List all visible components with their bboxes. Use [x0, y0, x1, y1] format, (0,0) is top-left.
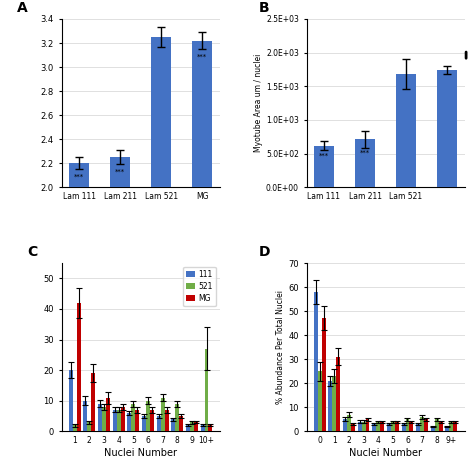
Bar	[171, 419, 175, 431]
Bar	[135, 410, 139, 431]
Bar	[321, 319, 326, 431]
Bar	[314, 292, 318, 431]
Bar	[73, 425, 77, 431]
Text: B: B	[259, 1, 270, 15]
Bar	[355, 139, 375, 187]
Bar	[437, 70, 457, 187]
Bar	[401, 424, 405, 431]
Bar	[454, 422, 457, 431]
Text: ***: ***	[74, 174, 84, 180]
Bar	[186, 425, 190, 431]
Bar	[205, 349, 209, 431]
Bar	[106, 398, 110, 431]
Text: D: D	[259, 245, 271, 259]
Bar	[395, 422, 399, 431]
Bar	[69, 163, 89, 428]
Text: ***: ***	[360, 150, 370, 156]
X-axis label: Nuclei Number: Nuclei Number	[104, 448, 177, 458]
Bar	[117, 410, 121, 431]
Bar	[328, 381, 332, 431]
Bar	[365, 419, 370, 431]
Bar	[449, 422, 454, 431]
Bar	[318, 371, 321, 431]
Text: ***: ***	[115, 169, 125, 175]
Bar	[91, 373, 95, 431]
Bar	[431, 427, 435, 431]
Bar	[83, 401, 87, 431]
Legend: 111, 521, MG: 111, 521, MG	[183, 267, 216, 306]
Bar	[336, 357, 340, 431]
Bar	[347, 414, 351, 431]
Y-axis label: Myotube Area um / nuclei: Myotube Area um / nuclei	[254, 54, 263, 152]
Bar	[110, 157, 130, 428]
Bar	[131, 404, 135, 431]
Bar	[362, 422, 365, 431]
Bar	[372, 424, 376, 431]
Bar	[209, 425, 212, 431]
Bar	[179, 416, 183, 431]
Text: ***: ***	[197, 54, 207, 60]
Bar	[314, 146, 334, 187]
Bar	[164, 410, 169, 431]
Bar	[391, 422, 395, 431]
Bar	[142, 416, 146, 431]
Text: C: C	[27, 245, 37, 259]
Bar	[357, 422, 362, 431]
Bar	[343, 419, 347, 431]
Bar	[446, 427, 449, 431]
Bar	[380, 422, 384, 431]
Bar	[98, 404, 102, 431]
Bar	[405, 419, 410, 431]
Bar	[190, 422, 194, 431]
Text: ***: ***	[319, 152, 329, 158]
Bar	[439, 422, 443, 431]
Bar	[410, 422, 413, 431]
Bar	[69, 370, 73, 431]
Bar	[387, 424, 391, 431]
Bar	[77, 303, 81, 431]
Bar	[128, 413, 131, 431]
Bar	[113, 410, 117, 431]
Bar	[194, 422, 198, 431]
Bar	[332, 376, 336, 431]
Bar	[146, 401, 150, 431]
Y-axis label: % Abundance Per Total Nuclei: % Abundance Per Total Nuclei	[276, 290, 285, 404]
Bar	[424, 419, 428, 431]
Bar	[87, 422, 91, 431]
Text: A: A	[18, 1, 28, 15]
X-axis label: Nuclei Number: Nuclei Number	[349, 448, 422, 458]
Bar	[156, 416, 161, 431]
Bar	[376, 422, 380, 431]
Bar	[396, 74, 416, 187]
Bar	[416, 424, 420, 431]
Bar	[150, 410, 154, 431]
Bar	[201, 425, 205, 431]
Bar	[175, 404, 179, 431]
Bar	[420, 417, 424, 431]
Bar	[351, 424, 355, 431]
Bar	[151, 37, 172, 428]
Bar	[121, 407, 125, 431]
Bar	[161, 398, 164, 431]
Bar	[102, 407, 106, 431]
Bar	[192, 41, 212, 428]
Bar	[435, 419, 439, 431]
